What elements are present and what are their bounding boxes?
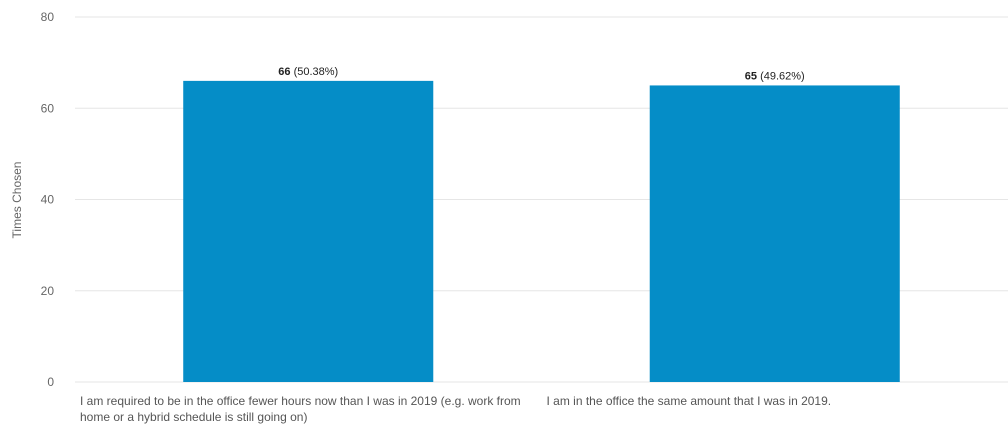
x-category-label: I am required to be in the office fewer … (80, 394, 521, 424)
data-label: 66 (50.38%) (278, 66, 338, 78)
y-tick-label: 80 (41, 10, 55, 24)
bars (183, 80, 900, 382)
y-axis-title: Times Chosen (10, 162, 24, 239)
x-category-label: I am in the office the same amount that … (546, 394, 832, 408)
y-tick-label: 40 (41, 193, 55, 207)
y-tick-label: 20 (41, 284, 55, 298)
y-tick-label: 60 (41, 101, 55, 115)
data-labels: 66 (50.38%) 65 (49.62%) (278, 66, 804, 83)
data-label: 65 (49.62%) (745, 70, 805, 82)
bar[interactable] (649, 85, 900, 382)
y-axis-ticks: 0 20 40 60 80 (41, 10, 55, 389)
bar[interactable] (183, 80, 434, 382)
y-tick-label: 0 (47, 375, 54, 389)
